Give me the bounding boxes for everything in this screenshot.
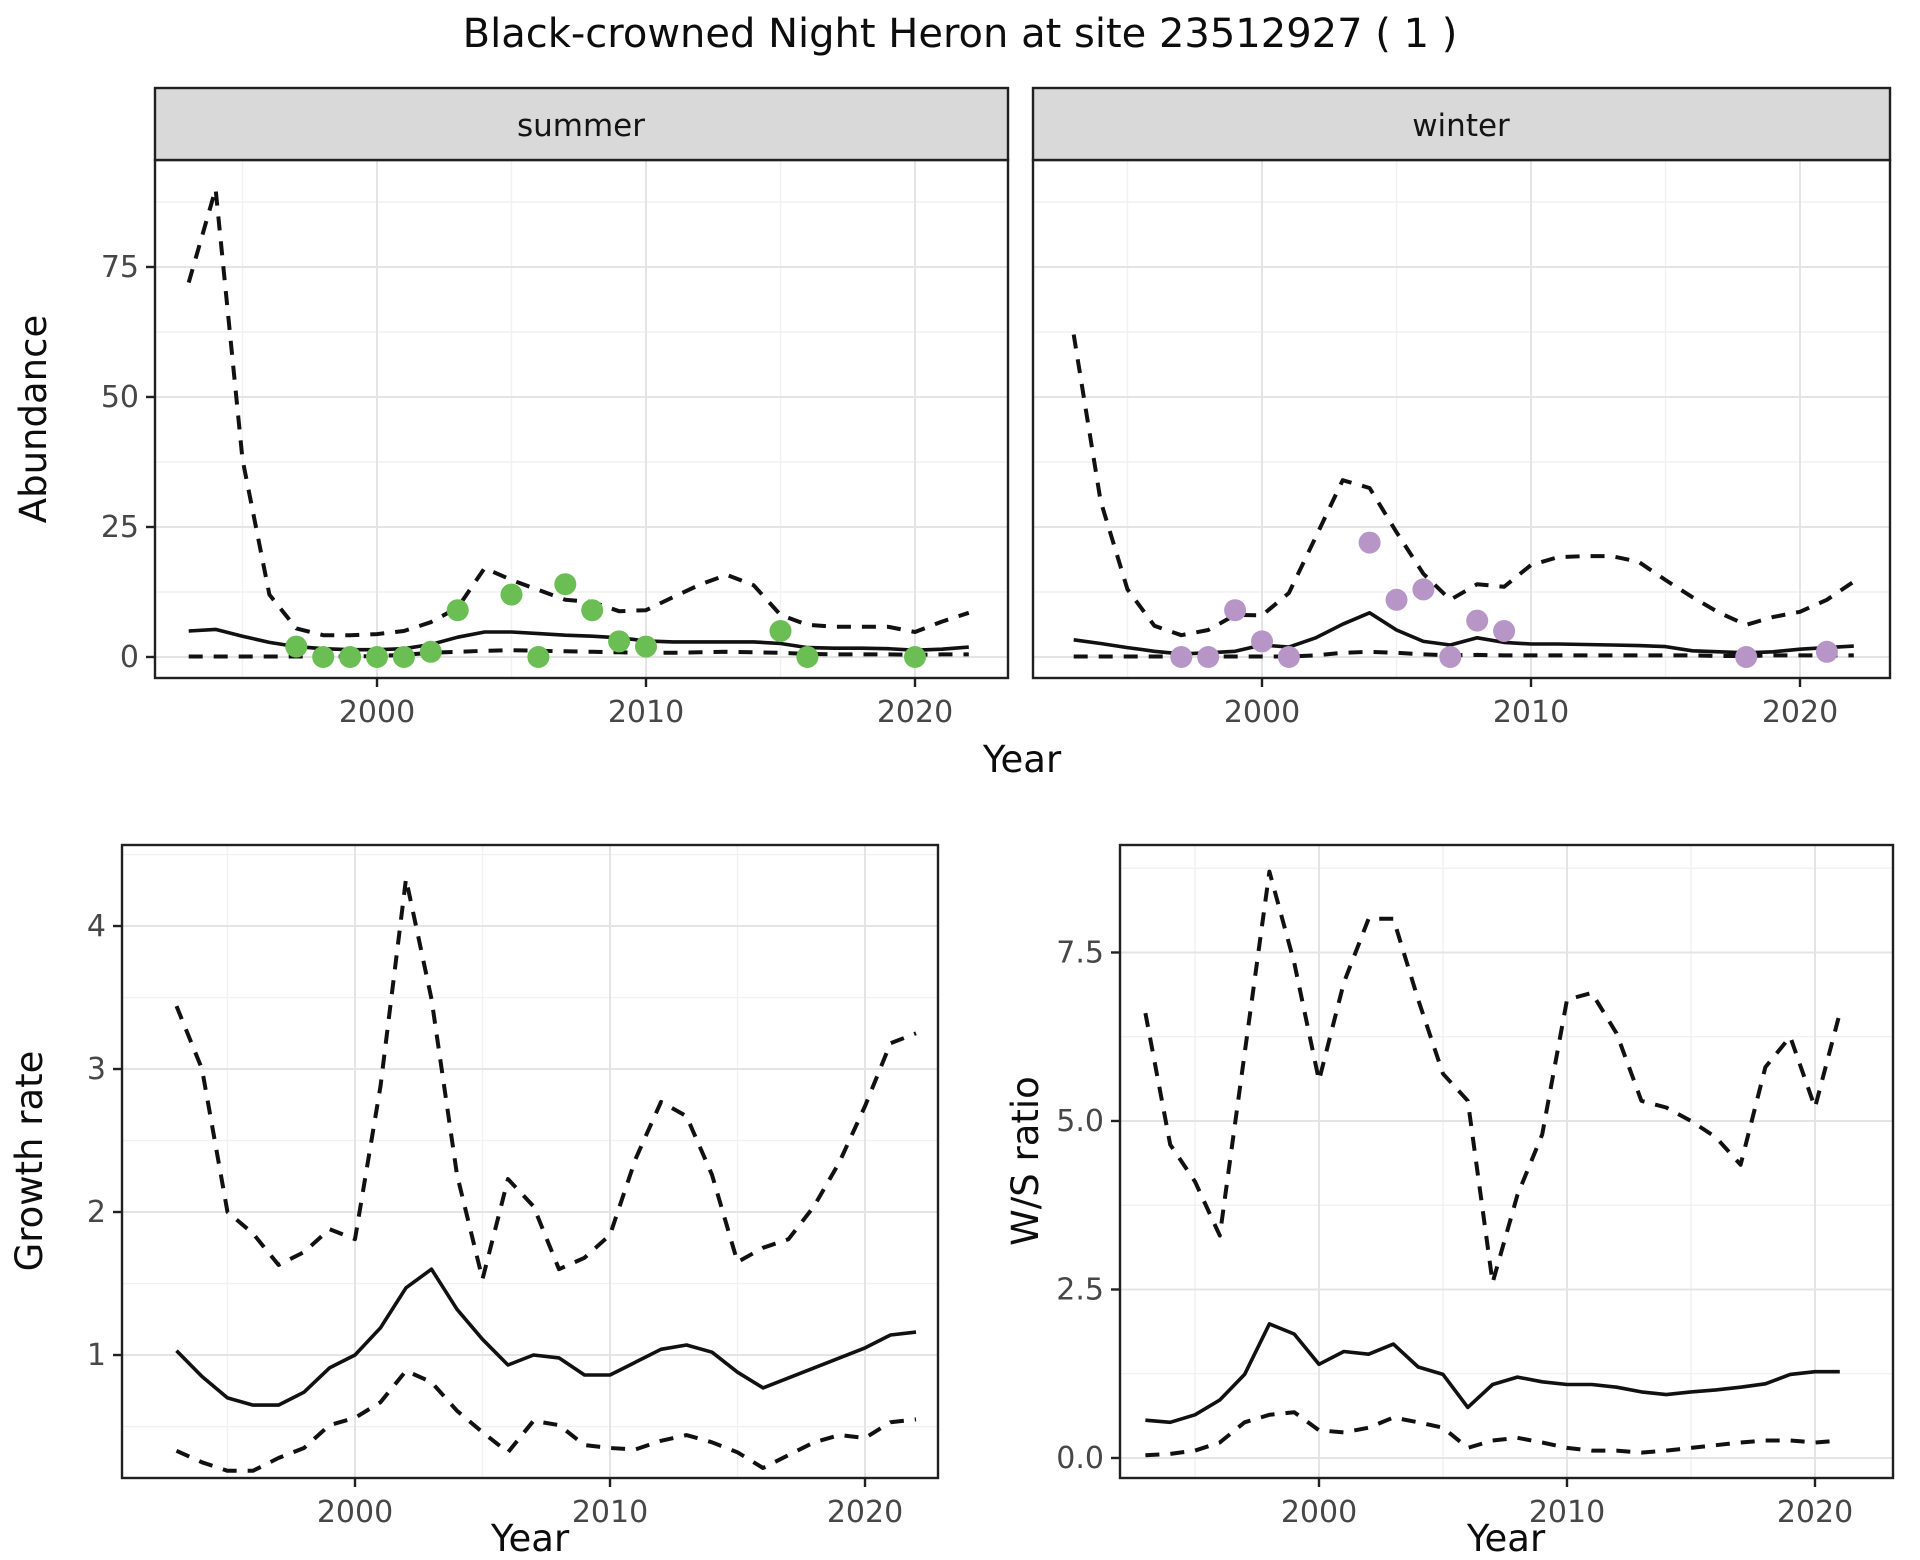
y-tick-label: 3 xyxy=(87,1052,106,1087)
ws-ratio-median-line xyxy=(1145,1322,1840,1425)
growth-rate-y-axis-title: Growth rate xyxy=(8,1051,51,1272)
winter-observation-point xyxy=(1251,630,1273,653)
summer-observation-point xyxy=(608,630,631,653)
abundance-y-axis-title: Abundance xyxy=(12,315,55,523)
panel-border xyxy=(120,843,940,1480)
summer-observation-point xyxy=(635,635,657,658)
abundance-x-axis-title: Year xyxy=(982,738,1062,781)
summer-observation-point xyxy=(312,646,335,668)
x-tick-label: 2020 xyxy=(877,695,953,730)
x-tick-label: 2000 xyxy=(1281,1495,1357,1530)
x-tick-label: 2000 xyxy=(317,1495,393,1530)
y-tick-label: 25 xyxy=(101,510,139,545)
winter-observation-point xyxy=(1815,640,1838,663)
x-tick-label: 2020 xyxy=(1762,695,1838,730)
y-tick-label: 2 xyxy=(87,1195,106,1230)
winter-observation-point xyxy=(1493,620,1516,642)
y-tick-label: 0.0 xyxy=(1056,1441,1104,1476)
x-tick-label: 2010 xyxy=(1493,695,1569,730)
summer-observation-point xyxy=(500,583,523,606)
panel-growth-rate: 2000 2010 2020 1 2 3 4 xyxy=(87,843,940,1530)
panel-background xyxy=(122,845,938,1478)
y-tick-label: 4 xyxy=(87,909,106,944)
summer-observation-point xyxy=(419,640,442,663)
panel-background xyxy=(1120,845,1893,1478)
summer-observation-point xyxy=(392,646,415,668)
winter-observation-point xyxy=(1466,609,1489,632)
panel-border xyxy=(1118,843,1895,1480)
x-tick-label: 2010 xyxy=(608,695,684,730)
summer-observation-point xyxy=(796,646,819,668)
panel-ws-ratio: 2000 2010 2020 0.0 2.5 5.0 7.5 xyxy=(1056,843,1895,1530)
facet-strip xyxy=(153,86,1010,162)
winter-observation-point xyxy=(1277,646,1300,668)
x-tick-label: 2010 xyxy=(1529,1495,1605,1530)
y-tick-label: 50 xyxy=(101,380,139,415)
winter-observation-point xyxy=(1224,599,1247,622)
growth-rate-lower_95ci-line xyxy=(175,1368,917,1473)
panel-summer: 2000 2010 2020 0 25 50 75 xyxy=(101,86,1010,730)
summer-observation-point xyxy=(904,646,926,668)
chart-title: Black-crowned Night Heron at site 235129… xyxy=(463,11,1458,57)
summer-observation-point xyxy=(769,620,792,642)
summer-observation-point xyxy=(581,599,604,622)
x-tick-label: 2020 xyxy=(827,1495,903,1530)
panel-winter: 2000 2010 2020 xyxy=(1031,86,1892,730)
summer-observation-point xyxy=(554,573,577,596)
winter-observation-point xyxy=(1412,578,1435,601)
winter-observation-point xyxy=(1358,531,1381,554)
facet-strip-label-summer: summer xyxy=(517,108,645,144)
summer-observation-point xyxy=(339,646,362,668)
winter-upper_95ci-line xyxy=(1071,334,1855,638)
summer-observation-point xyxy=(285,635,308,658)
ws-ratio-upper_95ci-line xyxy=(1143,869,1842,1285)
x-tick-label: 2000 xyxy=(339,695,415,730)
panel-background xyxy=(1033,160,1890,678)
winter-observation-point xyxy=(1439,646,1462,668)
growth-rate-x-axis-title: Year xyxy=(490,1517,570,1560)
x-tick-label: 2020 xyxy=(1777,1495,1853,1530)
panel-background xyxy=(155,160,1008,678)
summer-upper_95ci-line xyxy=(186,187,970,638)
summer-observation-point xyxy=(527,646,550,668)
ws-ratio-y-axis-title: W/S ratio xyxy=(1004,1076,1047,1246)
winter-observation-point xyxy=(1197,646,1220,668)
summer-observation-point xyxy=(366,646,388,668)
facet-strip xyxy=(1031,86,1892,162)
y-tick-label: 7.5 xyxy=(1056,935,1104,970)
growth-rate-upper_95ci-line xyxy=(174,876,917,1282)
growth-rate-median-line xyxy=(175,1267,917,1407)
y-tick-label: 1 xyxy=(87,1338,106,1373)
ws-ratio-x-axis-title: Year xyxy=(1466,1517,1546,1560)
y-tick-label: 75 xyxy=(101,250,139,285)
y-tick-label: 2.5 xyxy=(1056,1272,1104,1307)
x-tick-label: 2010 xyxy=(572,1495,648,1530)
y-tick-label: 5.0 xyxy=(1056,1104,1104,1139)
winter-observation-point xyxy=(1170,646,1193,668)
ws-ratio-lower_95ci-line xyxy=(1145,1410,1840,1458)
winter-observation-point xyxy=(1385,588,1408,611)
facet-strip-label-winter: winter xyxy=(1412,108,1510,144)
y-tick-label: 0 xyxy=(120,640,139,675)
summer-observation-point xyxy=(446,599,469,622)
winter-observation-point xyxy=(1735,646,1758,668)
x-tick-label: 2000 xyxy=(1224,695,1300,730)
